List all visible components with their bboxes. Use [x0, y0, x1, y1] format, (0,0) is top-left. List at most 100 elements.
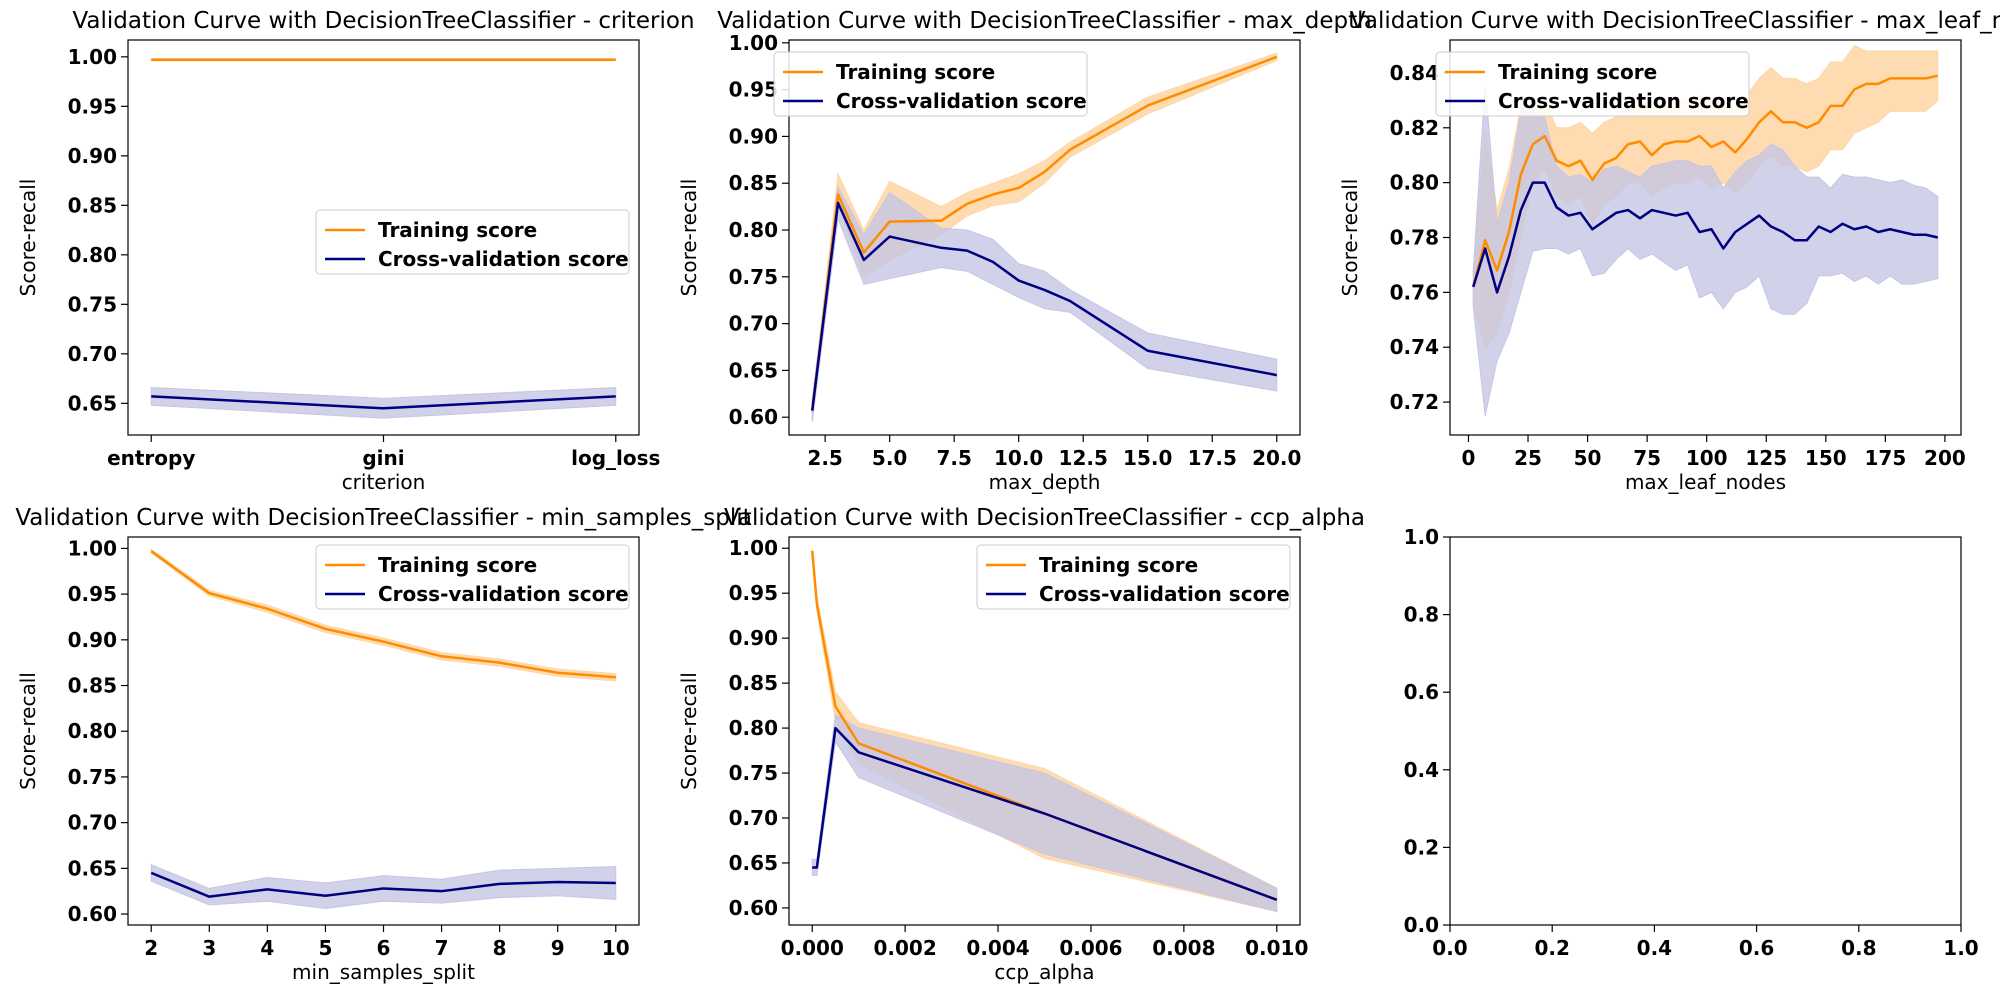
chart-title: Validation Curve with DecisionTreeClassi… [724, 505, 1365, 531]
legend-label-training: Training score [1039, 553, 1198, 577]
training-score-line [810, 55, 1278, 411]
y-tick-label: 0.85 [68, 193, 117, 217]
chart-panel-6: 0.0 0.2 0.4 0.6 0.8 1.0 0.0 0.2 0.4 0.6 0.8 1.0 [1404, 525, 1979, 960]
y-tick-label: 0.4 [1404, 758, 1439, 782]
chart-title: Validation Curve with DecisionTreeClassi… [72, 8, 694, 34]
y-tick-label: 0.80 [729, 716, 778, 740]
x-tick-label: 10 [602, 936, 630, 960]
y-tick-label: 0.95 [68, 94, 117, 118]
x-tick-label: 0.8 [1841, 936, 1876, 960]
x-axis-title: max_depth [989, 470, 1101, 494]
x-tick-label: 50 [1574, 446, 1602, 470]
legend-label-training: Training score [378, 218, 537, 242]
x-tick-label: 0.6 [1739, 936, 1774, 960]
y-tick-label: 0.8 [1404, 603, 1439, 627]
y-tick-label: 0.60 [729, 896, 778, 920]
y-tick-label: 0.65 [68, 856, 117, 880]
x-tick-label: 0 [1462, 446, 1476, 470]
x-axis-title: max_leaf_nodes [1625, 470, 1786, 494]
x-tick-label: 0.008 [1152, 936, 1215, 960]
y-tick-label: 0.85 [729, 671, 778, 695]
plot-frame [788, 39, 1301, 436]
y-tick-label: 0.84 [1390, 61, 1439, 85]
legend-box [1435, 51, 1750, 117]
cross-validation-score-band [150, 863, 617, 910]
x-tick-label: 7.5 [936, 446, 971, 470]
x-tick-label: 8 [493, 936, 507, 960]
x-tick-label: 150 [1805, 446, 1847, 470]
legend: Training score Cross-validation score [315, 544, 630, 610]
x-tick-label: 5.0 [872, 446, 907, 470]
y-tick-label: 1.00 [729, 536, 778, 560]
y-tick-label: 0.74 [1390, 335, 1439, 359]
y-tick-label: 0.60 [729, 405, 778, 429]
y-tick-label: 0.75 [729, 761, 778, 785]
x-tick-label: 12.5 [1059, 446, 1108, 470]
legend-label-cross-validation: Cross-validation score [1039, 582, 1290, 606]
y-tick-label: 0.65 [68, 391, 117, 415]
training-score-line [1472, 74, 1939, 288]
x-tick-label: 0.006 [1059, 936, 1122, 960]
y-tick-label: 0.85 [729, 171, 778, 195]
plot-frame [788, 536, 1301, 926]
chart-title: Validation Curve with DecisionTreeClassi… [717, 8, 1371, 34]
x-tick-label: 100 [1686, 446, 1728, 470]
y-tick-label: 1.00 [68, 45, 117, 69]
legend: Training score Cross-validation score [976, 544, 1291, 610]
x-tick-label: 0.2 [1534, 936, 1569, 960]
x-tick-label: 5 [318, 936, 332, 960]
y-tick-label: 0.75 [68, 765, 117, 789]
x-tick-label: 2.5 [807, 446, 842, 470]
y-tick-label: 0.75 [729, 265, 778, 289]
cross-validation-score-line [1472, 181, 1939, 294]
x-tick-label: 75 [1633, 446, 1661, 470]
plot-frame [1449, 536, 1962, 926]
y-tick-label: 0.76 [1390, 280, 1439, 304]
y-tick-label: 0.60 [68, 902, 117, 926]
y-tick-label: 1.00 [729, 31, 778, 55]
x-tick-label: 3 [202, 936, 216, 960]
legend-label-training: Training score [1498, 60, 1657, 84]
chart-panel-5: Validation Curve with DecisionTreeClassi… [677, 505, 1365, 984]
cross-validation-score-line [812, 726, 1278, 901]
y-tick-label: 0.6 [1404, 680, 1439, 704]
y-tick-label: 0.95 [68, 582, 117, 606]
y-tick-label: 1.00 [68, 536, 117, 560]
x-tick-label: 0.000 [781, 936, 844, 960]
y-tick-label: 0.95 [729, 78, 778, 102]
x-tick-label: 20.0 [1252, 446, 1301, 470]
chart-panel-1: Validation Curve with DecisionTreeClassi… [16, 8, 695, 494]
y-tick-label: 0.90 [68, 144, 117, 168]
y-tick-label: 0.80 [729, 218, 778, 242]
y-tick-label: 0.72 [1390, 390, 1439, 414]
x-tick-label: 10.0 [994, 446, 1043, 470]
x-tick-label: 200 [1924, 446, 1966, 470]
x-tick-label: 0.004 [966, 936, 1029, 960]
legend-label-cross-validation: Cross-validation score [836, 89, 1087, 113]
x-tick-label: 2 [144, 936, 158, 960]
x-tick-label: entropy [107, 446, 195, 470]
x-axis-title: criterion [342, 470, 426, 494]
cross-validation-score-band [811, 185, 1278, 422]
y-axis-title: Score-recall [16, 179, 40, 297]
x-tick-label: 7 [435, 936, 449, 960]
chart-panel-2: Validation Curve with DecisionTreeClassi… [677, 8, 1372, 494]
x-tick-label: 0.0 [1432, 936, 1467, 960]
x-tick-label: 125 [1745, 446, 1787, 470]
y-tick-label: 0.80 [68, 243, 117, 267]
y-tick-label: 0.80 [68, 719, 117, 743]
x-tick-label: 0.002 [874, 936, 937, 960]
x-tick-label: 1.0 [1943, 936, 1978, 960]
y-tick-label: 0.0 [1404, 913, 1439, 937]
legend: Training score Cross-validation score [773, 51, 1088, 117]
x-axis-title: ccp_alpha [994, 960, 1094, 984]
y-tick-label: 1.0 [1404, 525, 1439, 549]
y-tick-label: 0.70 [68, 342, 117, 366]
x-tick-label: gini [362, 446, 404, 470]
legend-box [773, 51, 1088, 117]
legend-box [976, 544, 1291, 610]
x-tick-label: 0.010 [1245, 936, 1308, 960]
training-score-band [150, 548, 617, 682]
legend-label-cross-validation: Cross-validation score [1498, 89, 1749, 113]
